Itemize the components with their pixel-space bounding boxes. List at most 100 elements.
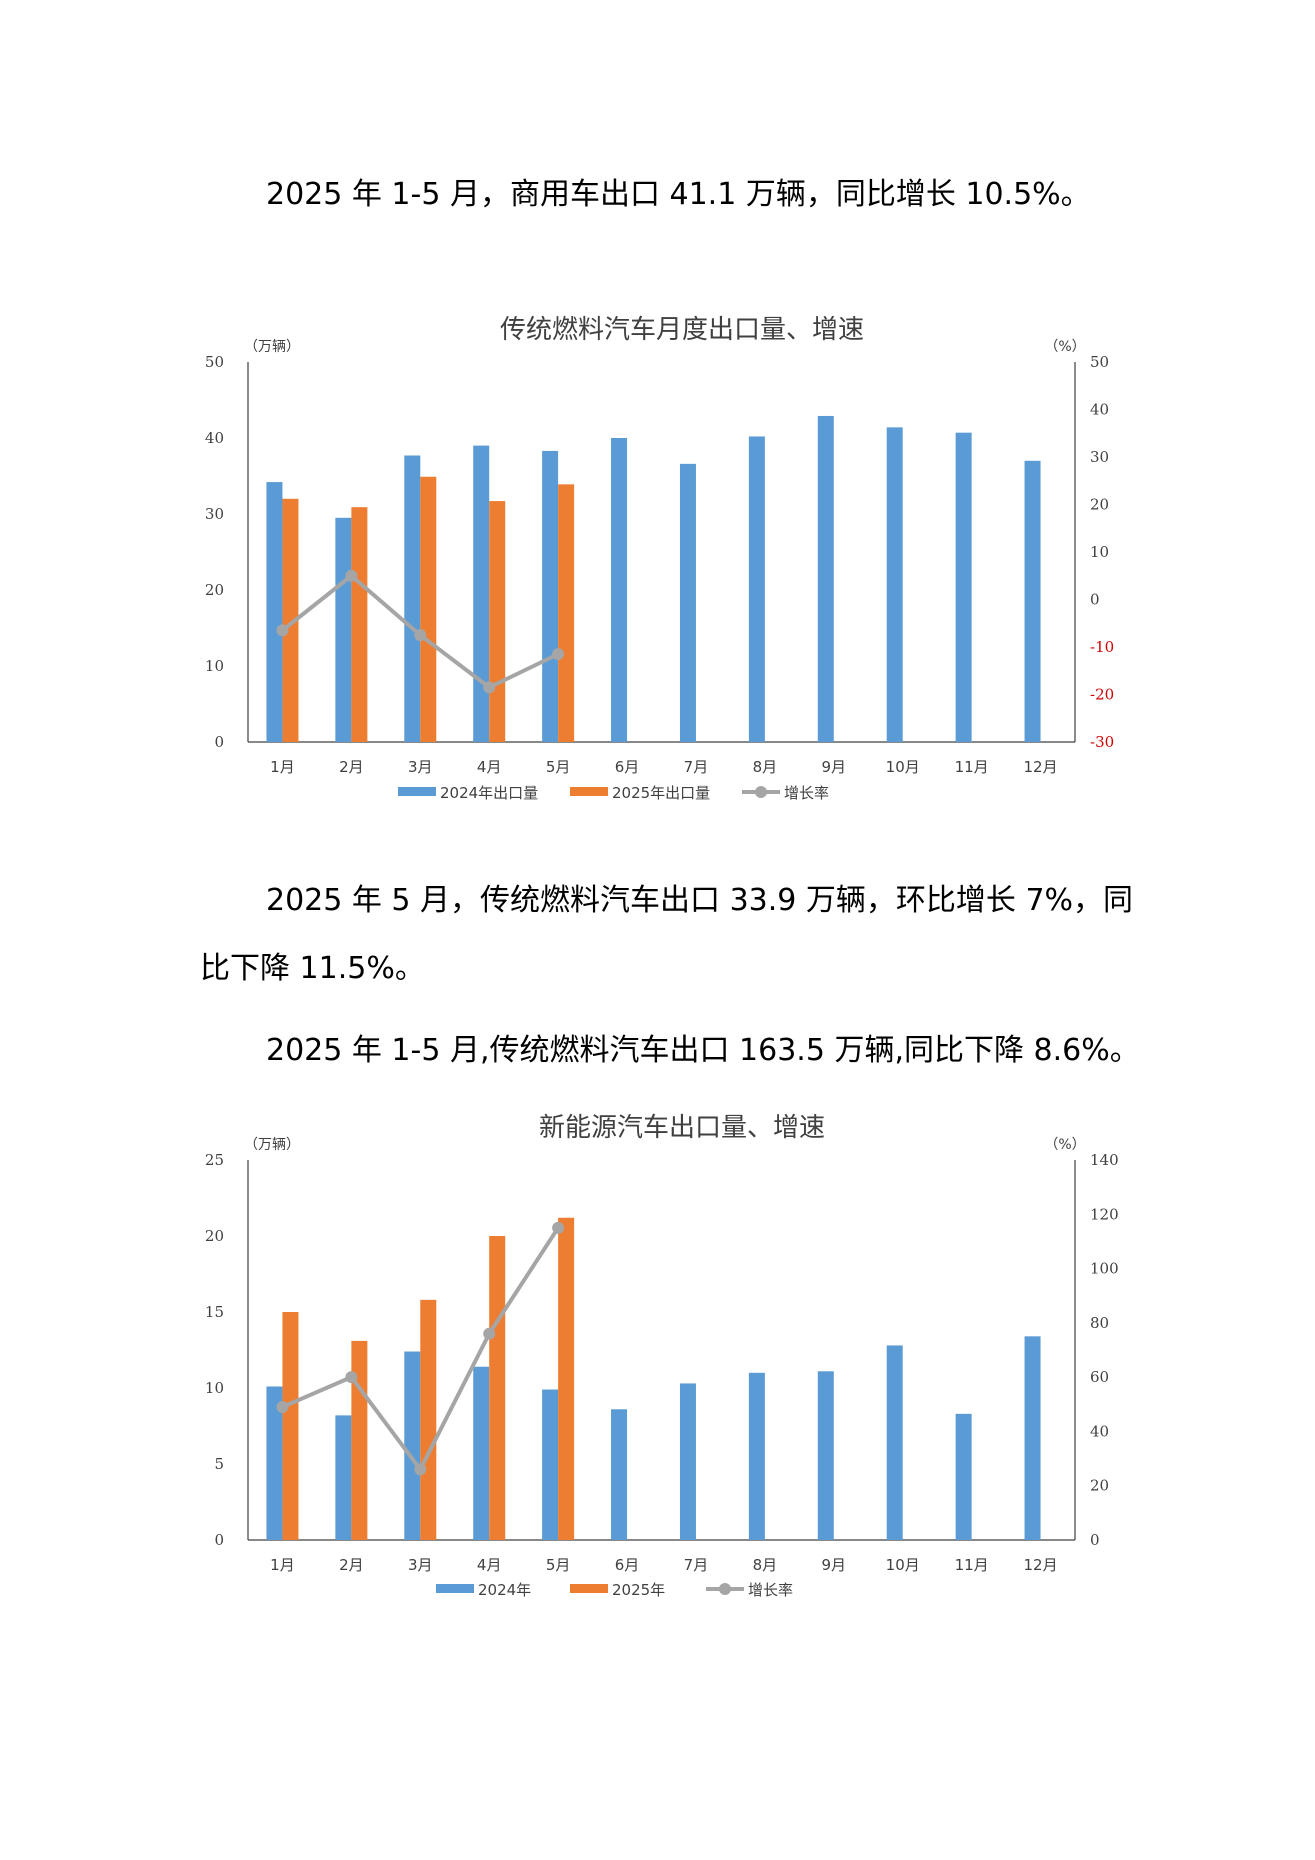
- nev-y2-unit-label: （%）: [1044, 1137, 1085, 1153]
- nev-legend-swatch-2024: [436, 1584, 474, 1593]
- fuel-growth-line: [281, 573, 559, 690]
- nev-y2-tick-label: 100: [1090, 1260, 1119, 1278]
- fuel-legend-label: 增长率: [784, 784, 829, 802]
- fuel-bar-2024: [748, 436, 765, 742]
- fuel-legend-marker-growth: [755, 786, 767, 798]
- nev-x-tick-label: 5月: [546, 1556, 571, 1574]
- nev-x-tick-label: 11月: [955, 1556, 989, 1574]
- nev-bar-2025: [489, 1236, 506, 1540]
- nev-x-tick-label: 8月: [753, 1556, 778, 1574]
- nev-growth-line: [281, 1226, 560, 1474]
- fuel-y2-tick-label: -30: [1090, 733, 1114, 751]
- fuel-y2-tick-label: 50: [1090, 353, 1109, 371]
- nev-y2-tick-label: 60: [1090, 1368, 1109, 1386]
- nev-bar-2024: [679, 1383, 696, 1540]
- fuel-growth-point: [483, 681, 496, 694]
- nev-legend-swatch-2025: [570, 1584, 608, 1593]
- fuel-chart-group: 传统燃料汽车月度出口量、增速 （万辆） （%） 0 10 20 30 40 50 -30 -20 -1…: [205, 315, 1114, 802]
- fuel-growth-point: [345, 569, 358, 582]
- fuel-y2-unit-label: （%）: [1044, 339, 1085, 355]
- fuel-bar-2025: [351, 507, 368, 742]
- nev-growth-point: [276, 1401, 289, 1413]
- paragraph-fuel-may-cont: 比下降 11.5%。: [200, 951, 425, 986]
- fuel-x-tick-label: 10月: [886, 758, 920, 776]
- nev-growth-point: [552, 1221, 565, 1234]
- nev-bar-2024: [955, 1413, 972, 1540]
- fuel-x-tick-label: 7月: [684, 758, 709, 776]
- fuel-x-tick-label: 9月: [822, 758, 847, 776]
- nev-growth-point: [414, 1463, 427, 1476]
- fuel-bar-2025: [282, 498, 299, 742]
- fuel-x-tick-label: 5月: [546, 758, 571, 776]
- nev-y-tick-label: 10: [205, 1379, 224, 1397]
- nev-y2-tick-label: 0: [1090, 1531, 1100, 1549]
- nev-legend-marker-growth: [719, 1583, 731, 1595]
- fuel-y-tick-label: 50: [205, 353, 224, 371]
- nev-y2-tick-label: 20: [1090, 1477, 1109, 1495]
- fuel-bar-2024: [955, 432, 972, 742]
- fuel-x-tick-label: 3月: [408, 758, 433, 776]
- nev-bar-2024: [473, 1366, 490, 1540]
- nev-y2-tick-label: 40: [1090, 1422, 1109, 1440]
- fuel-y-tick-label: 30: [205, 505, 224, 523]
- fuel-bar-2025: [489, 501, 506, 742]
- fuel-bar-2024: [886, 427, 903, 742]
- fuel-y-unit-label: （万辆）: [244, 339, 300, 355]
- nev-x-tick-label: 3月: [408, 1556, 433, 1574]
- fuel-y2-tick-label: 40: [1090, 401, 1109, 419]
- nev-bar-2025: [558, 1217, 575, 1540]
- fuel-bar-2024: [1024, 460, 1041, 742]
- nev-y-tick-label: 0: [214, 1531, 224, 1549]
- fuel-bar-2024: [473, 445, 490, 742]
- fuel-bar-2024: [542, 450, 559, 742]
- fuel-y-tick-label: 10: [205, 657, 224, 675]
- nev-x-tick-label: 10月: [886, 1556, 920, 1574]
- nev-x-tick-label: 6月: [615, 1556, 640, 1574]
- nev-x-tick-label: 4月: [477, 1556, 502, 1574]
- fuel-growth-point: [414, 629, 427, 642]
- fuel-bar-2024: [335, 517, 352, 742]
- fuel-bar-2024: [266, 482, 283, 742]
- fuel-y2-tick-label: 0: [1090, 591, 1100, 609]
- nev-y2-tick-label: 120: [1090, 1205, 1119, 1223]
- fuel-bar-2024: [611, 438, 628, 742]
- nev-bar-2024: [335, 1415, 352, 1540]
- nev-legend-label: 2024年: [478, 1581, 531, 1599]
- fuel-x-tick-label: 12月: [1023, 758, 1057, 776]
- nev-y-tick-label: 25: [205, 1151, 224, 1169]
- fuel-y2-tick-label: -20: [1090, 686, 1114, 704]
- nev-y-tick-label: 5: [214, 1455, 224, 1473]
- nev-y2-tick-label: 140: [1090, 1151, 1119, 1169]
- nev-bar-2024: [542, 1389, 559, 1540]
- fuel-bar-2025: [420, 476, 437, 742]
- fuel-legend-label: 2024年出口量: [440, 784, 538, 802]
- nev-bar-2024: [611, 1409, 628, 1540]
- fuel-y2-tick-label: 30: [1090, 448, 1109, 466]
- fuel-y2-tick-label: 20: [1090, 496, 1109, 514]
- nev-legend-label: 2025年: [612, 1581, 665, 1599]
- fuel-x-tick-label: 8月: [753, 758, 778, 776]
- nev-y-unit-label: （万辆）: [244, 1137, 300, 1153]
- fuel-x-tick-label: 11月: [955, 758, 989, 776]
- nev-bar-2024: [1024, 1336, 1041, 1540]
- fuel-bar-2024: [817, 415, 834, 742]
- fuel-bar-2024: [404, 455, 421, 742]
- fuel-legend-label: 2025年出口量: [612, 784, 710, 802]
- fuel-x-tick-label: 2月: [339, 758, 364, 776]
- fuel-y2-tick-label: -10: [1090, 638, 1114, 656]
- fuel-legend-swatch-2025: [570, 787, 608, 796]
- fuel-bar-2024: [679, 463, 696, 742]
- nev-x-tick-label: 1月: [270, 1556, 295, 1574]
- nev-y-tick-label: 20: [205, 1227, 224, 1245]
- fuel-y-tick-label: 0: [214, 733, 224, 751]
- fuel-legend-swatch-2024: [398, 787, 436, 796]
- nev-chart-title: 新能源汽车出口量、增速: [539, 1113, 825, 1143]
- nev-y-tick-label: 15: [205, 1303, 224, 1321]
- nev-bar-2024: [404, 1351, 421, 1540]
- fuel-x-tick-label: 4月: [477, 758, 502, 776]
- fuel-growth-point: [276, 624, 289, 637]
- nev-x-tick-label: 9月: [822, 1556, 847, 1574]
- nev-legend-label: 增长率: [748, 1581, 793, 1599]
- paragraph-commercial-export: 2025 年 1-5 月，商用车出口 41.1 万辆，同比增长 10.5%。: [266, 177, 1091, 212]
- nev-chart-group: 新能源汽车出口量、增速 （万辆） （%） 0 5 10 15 20 25 0 20 40 60 80 100…: [205, 1113, 1119, 1599]
